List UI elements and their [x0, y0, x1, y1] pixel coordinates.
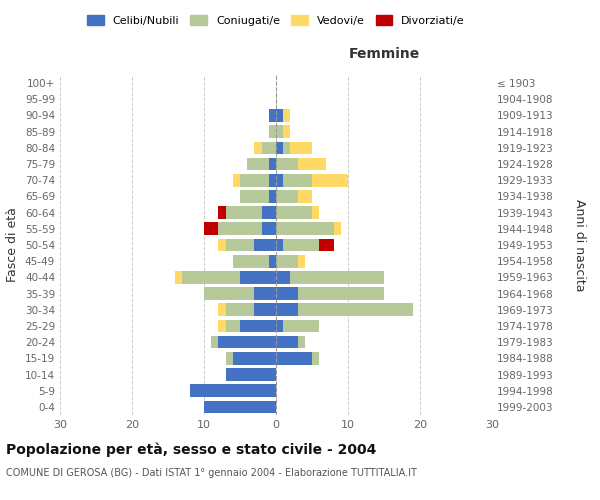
Bar: [298, 336, 305, 348]
Bar: [211, 336, 218, 348]
Bar: [276, 238, 283, 252]
Bar: [218, 206, 226, 219]
Bar: [276, 255, 298, 268]
Bar: [298, 304, 413, 316]
Bar: [312, 352, 319, 364]
Bar: [269, 158, 276, 170]
Bar: [218, 336, 276, 348]
Bar: [276, 109, 283, 122]
Bar: [312, 206, 319, 219]
Bar: [276, 352, 312, 364]
Text: COMUNE DI GEROSA (BG) - Dati ISTAT 1° gennaio 2004 - Elaborazione TUTTITALIA.IT: COMUNE DI GEROSA (BG) - Dati ISTAT 1° ge…: [6, 468, 417, 477]
Bar: [290, 142, 312, 154]
Bar: [226, 304, 254, 316]
Bar: [262, 222, 276, 235]
Bar: [276, 142, 283, 154]
Bar: [254, 288, 276, 300]
Y-axis label: Anni di nascita: Anni di nascita: [573, 198, 586, 291]
Bar: [254, 304, 276, 316]
Bar: [218, 238, 226, 252]
Bar: [254, 142, 262, 154]
Bar: [283, 142, 290, 154]
Bar: [240, 271, 276, 283]
Bar: [298, 158, 326, 170]
Bar: [233, 255, 269, 268]
Bar: [233, 352, 276, 364]
Bar: [226, 238, 254, 252]
Bar: [226, 320, 240, 332]
Bar: [276, 158, 298, 170]
Bar: [240, 320, 276, 332]
Bar: [247, 158, 269, 170]
Bar: [276, 126, 283, 138]
Bar: [283, 320, 319, 332]
Bar: [269, 174, 276, 186]
Bar: [334, 222, 341, 235]
Bar: [283, 126, 290, 138]
Bar: [298, 190, 312, 202]
Bar: [276, 174, 283, 186]
Bar: [269, 255, 276, 268]
Bar: [283, 109, 290, 122]
Bar: [218, 320, 226, 332]
Bar: [175, 271, 182, 283]
Text: Femmine: Femmine: [349, 48, 419, 62]
Bar: [240, 190, 269, 202]
Bar: [276, 222, 334, 235]
Bar: [276, 206, 312, 219]
Bar: [276, 190, 298, 202]
Legend: Celibi/Nubili, Coniugati/e, Vedovi/e, Divorziati/e: Celibi/Nubili, Coniugati/e, Vedovi/e, Di…: [83, 10, 469, 30]
Bar: [233, 174, 240, 186]
Bar: [190, 384, 276, 397]
Bar: [276, 320, 283, 332]
Bar: [276, 288, 298, 300]
Bar: [312, 174, 348, 186]
Bar: [269, 190, 276, 202]
Bar: [269, 126, 276, 138]
Bar: [226, 368, 276, 381]
Bar: [182, 271, 240, 283]
Bar: [276, 271, 290, 283]
Bar: [204, 222, 218, 235]
Bar: [290, 271, 384, 283]
Bar: [262, 142, 276, 154]
Bar: [226, 352, 233, 364]
Bar: [276, 304, 298, 316]
Bar: [283, 238, 319, 252]
Bar: [298, 255, 305, 268]
Bar: [269, 109, 276, 122]
Bar: [298, 288, 384, 300]
Bar: [204, 288, 254, 300]
Bar: [254, 238, 276, 252]
Bar: [283, 174, 312, 186]
Bar: [218, 222, 262, 235]
Bar: [226, 206, 262, 219]
Bar: [204, 400, 276, 413]
Bar: [240, 174, 269, 186]
Bar: [276, 336, 298, 348]
Text: Popolazione per età, sesso e stato civile - 2004: Popolazione per età, sesso e stato civil…: [6, 442, 376, 457]
Bar: [262, 206, 276, 219]
Bar: [319, 238, 334, 252]
Y-axis label: Fasce di età: Fasce di età: [7, 208, 19, 282]
Bar: [218, 304, 226, 316]
